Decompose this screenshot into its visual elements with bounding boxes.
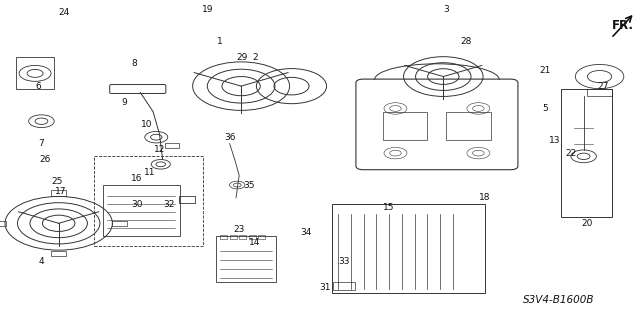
Text: 5: 5	[543, 104, 548, 113]
Text: 22: 22	[565, 149, 577, 158]
Bar	[259, 235, 266, 239]
Bar	[383, 112, 428, 140]
Bar	[333, 282, 355, 290]
Bar	[230, 235, 237, 239]
Text: 7: 7	[38, 139, 44, 148]
Bar	[111, 221, 127, 226]
Text: 18: 18	[479, 193, 490, 202]
Text: 2: 2	[252, 53, 258, 62]
Text: 10: 10	[141, 120, 152, 129]
Text: 35: 35	[243, 181, 255, 189]
Bar	[239, 235, 246, 239]
Text: S3V4-B1600B: S3V4-B1600B	[523, 295, 595, 305]
Bar	[51, 190, 67, 196]
Text: 4: 4	[38, 257, 44, 266]
Text: 8: 8	[131, 59, 137, 68]
Text: 31: 31	[319, 283, 331, 292]
Bar	[447, 112, 491, 140]
Text: 24: 24	[58, 8, 69, 17]
Text: 29: 29	[237, 53, 248, 62]
Bar	[587, 89, 612, 96]
Text: 26: 26	[39, 155, 51, 164]
Bar	[51, 251, 67, 256]
Text: 20: 20	[581, 219, 593, 228]
Text: 11: 11	[144, 168, 156, 177]
Bar	[249, 235, 256, 239]
Text: 33: 33	[339, 257, 350, 266]
Text: 9: 9	[122, 98, 127, 107]
Text: 36: 36	[224, 133, 236, 142]
Text: 1: 1	[217, 37, 223, 46]
Text: 30: 30	[131, 200, 143, 209]
Bar	[179, 196, 195, 203]
Text: 13: 13	[549, 136, 561, 145]
Text: 15: 15	[383, 203, 395, 212]
Text: 16: 16	[131, 174, 143, 183]
Text: 28: 28	[460, 37, 471, 46]
Bar	[0, 221, 6, 226]
Text: 32: 32	[163, 200, 175, 209]
Text: 3: 3	[444, 5, 449, 14]
Bar	[220, 235, 227, 239]
Text: 19: 19	[202, 5, 213, 14]
Text: 12: 12	[154, 145, 165, 154]
Text: FR.: FR.	[612, 19, 634, 32]
Text: 34: 34	[300, 228, 312, 237]
Text: 6: 6	[35, 82, 41, 91]
Text: 21: 21	[540, 66, 551, 75]
Text: 14: 14	[250, 238, 261, 247]
Text: 27: 27	[597, 82, 609, 91]
Text: 25: 25	[52, 177, 63, 186]
Bar	[164, 143, 179, 148]
Text: 17: 17	[55, 187, 67, 196]
Text: 23: 23	[234, 225, 245, 234]
